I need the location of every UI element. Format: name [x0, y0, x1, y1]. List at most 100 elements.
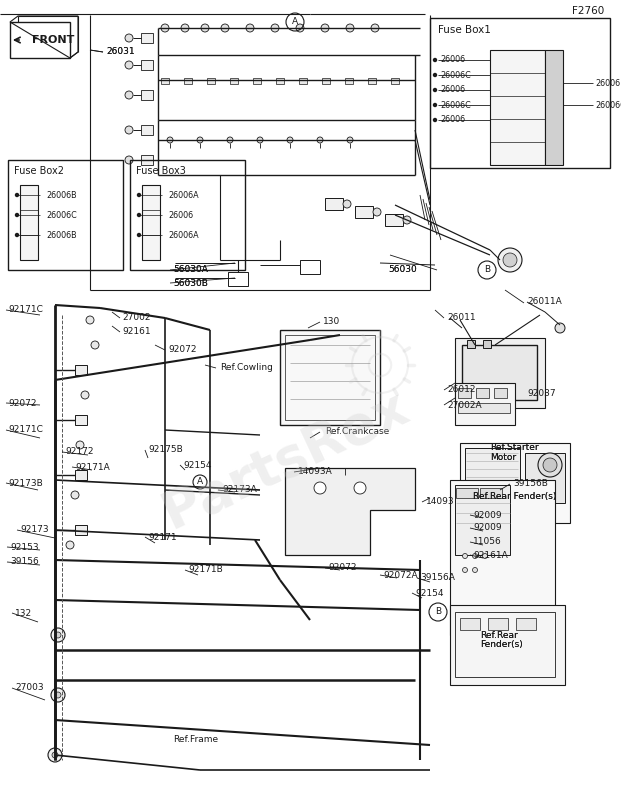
Circle shape — [463, 554, 468, 558]
Text: 92173B: 92173B — [8, 478, 43, 487]
Bar — [391, 78, 399, 84]
Bar — [545, 50, 563, 165]
Bar — [460, 443, 570, 523]
Text: 26006C: 26006C — [46, 210, 77, 219]
Text: 56030A: 56030A — [173, 266, 208, 274]
Bar — [456, 488, 478, 498]
Text: 92154: 92154 — [183, 461, 212, 470]
Text: 27002: 27002 — [122, 314, 150, 322]
Text: 92009: 92009 — [473, 510, 502, 519]
Text: 39156: 39156 — [10, 558, 39, 566]
Circle shape — [317, 137, 323, 143]
Circle shape — [543, 458, 557, 472]
Text: Fuse Box1: Fuse Box1 — [438, 25, 491, 35]
Circle shape — [16, 234, 19, 237]
Text: 92009: 92009 — [473, 523, 502, 533]
Text: A: A — [292, 18, 298, 26]
Circle shape — [473, 567, 478, 573]
Text: 26006B: 26006B — [46, 190, 76, 199]
Text: Motor: Motor — [490, 453, 516, 462]
Text: F2760: F2760 — [572, 6, 604, 16]
Text: Fuse Box2: Fuse Box2 — [14, 166, 64, 176]
Circle shape — [137, 234, 140, 237]
Bar — [455, 485, 510, 555]
Text: 56030B: 56030B — [173, 278, 208, 287]
Bar — [355, 206, 373, 218]
Circle shape — [76, 441, 84, 449]
Bar — [141, 33, 153, 43]
Circle shape — [321, 24, 329, 32]
Circle shape — [483, 554, 487, 558]
Circle shape — [137, 214, 140, 217]
Text: 14093A: 14093A — [298, 467, 333, 477]
Bar — [450, 480, 555, 635]
Text: Ref.Starter: Ref.Starter — [490, 442, 538, 451]
Text: Ref.Rear: Ref.Rear — [480, 630, 518, 639]
Text: Ref.Cowling: Ref.Cowling — [220, 363, 273, 373]
Text: 26006: 26006 — [440, 86, 465, 94]
Text: 26006: 26006 — [440, 115, 465, 125]
Circle shape — [296, 24, 304, 32]
Circle shape — [137, 194, 140, 197]
Text: 26006C: 26006C — [595, 101, 621, 110]
Circle shape — [71, 491, 79, 499]
Circle shape — [371, 24, 379, 32]
Text: 92161A: 92161A — [473, 550, 508, 559]
Bar — [161, 78, 169, 84]
Circle shape — [227, 137, 233, 143]
Text: 92171C: 92171C — [8, 306, 43, 314]
Circle shape — [246, 24, 254, 32]
Text: Fender(s): Fender(s) — [480, 641, 523, 650]
Text: 11056: 11056 — [473, 538, 502, 546]
Bar — [525, 453, 565, 503]
Circle shape — [91, 341, 99, 349]
Text: 92072: 92072 — [168, 346, 196, 354]
Bar — [455, 338, 545, 408]
Bar — [430, 18, 610, 168]
Circle shape — [433, 74, 437, 77]
Circle shape — [125, 126, 133, 134]
Bar — [75, 525, 87, 535]
Bar — [325, 198, 343, 210]
Text: 92072: 92072 — [328, 563, 356, 573]
Bar — [141, 125, 153, 135]
Circle shape — [51, 628, 65, 642]
Circle shape — [181, 24, 189, 32]
Text: 26031: 26031 — [106, 47, 135, 57]
Bar — [483, 340, 491, 348]
Circle shape — [473, 554, 478, 558]
Text: PartsRex: PartsRex — [153, 380, 416, 540]
Bar — [207, 78, 215, 84]
Circle shape — [125, 61, 133, 69]
Text: Fuse Box3: Fuse Box3 — [136, 166, 186, 176]
Text: 26031: 26031 — [106, 47, 135, 57]
Circle shape — [433, 89, 437, 91]
Text: 26006C: 26006C — [440, 70, 471, 79]
Text: 92153: 92153 — [10, 542, 39, 551]
Text: 26006: 26006 — [595, 78, 620, 87]
Bar — [299, 78, 307, 84]
Text: Fender(s): Fender(s) — [480, 641, 523, 650]
Circle shape — [167, 137, 173, 143]
Bar — [130, 160, 245, 270]
Text: 27002A: 27002A — [447, 401, 482, 410]
Text: Ref.Frame: Ref.Frame — [173, 735, 218, 745]
Circle shape — [433, 103, 437, 106]
Bar — [476, 388, 489, 398]
Bar — [490, 50, 545, 165]
Text: 92173: 92173 — [20, 526, 48, 534]
Circle shape — [347, 137, 353, 143]
Circle shape — [373, 208, 381, 216]
Text: A: A — [197, 478, 203, 486]
Text: B: B — [484, 266, 490, 274]
Circle shape — [346, 24, 354, 32]
Text: 39156A: 39156A — [420, 574, 455, 582]
Polygon shape — [285, 468, 415, 555]
Text: 92171C: 92171C — [8, 426, 43, 434]
Circle shape — [55, 692, 61, 698]
Text: 26011: 26011 — [447, 314, 476, 322]
Text: B: B — [435, 607, 441, 617]
Bar — [460, 618, 480, 630]
Bar — [184, 78, 192, 84]
Bar — [141, 155, 153, 165]
